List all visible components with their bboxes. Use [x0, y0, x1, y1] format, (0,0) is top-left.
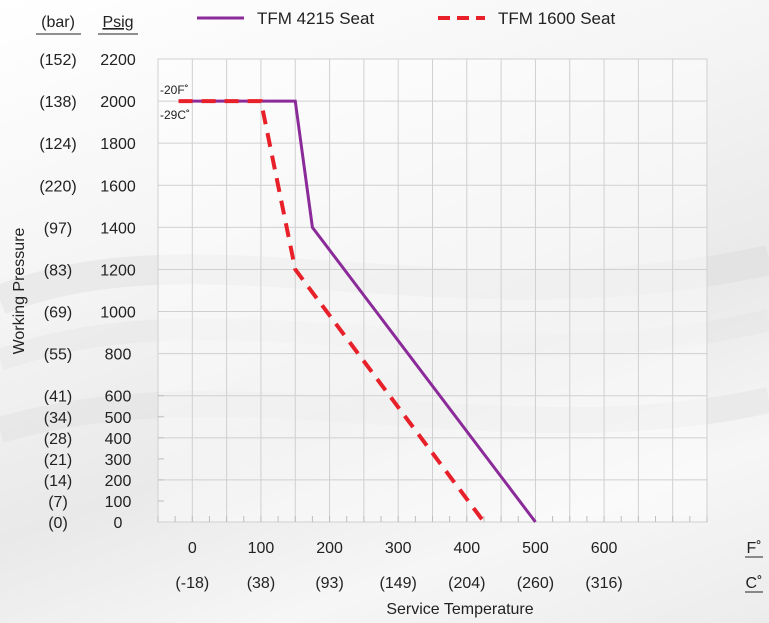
y-tick-bar-label: (55): [44, 347, 72, 364]
y-tick-psig-label: 800: [105, 347, 132, 364]
y-tick-bar-label: (34): [44, 410, 72, 427]
y-tick-bar-label: (220): [39, 178, 76, 195]
x-tick-c-label: (-18): [175, 575, 209, 592]
y-tick-bar-label: (41): [44, 389, 72, 406]
y-tick-psig-label: 500: [105, 410, 132, 427]
y-tick-psig-label: 600: [105, 389, 132, 406]
y-tick-psig-label: 1800: [100, 136, 136, 153]
y-tick-psig-label: 1200: [100, 262, 136, 279]
x-unit-f: F˚: [746, 540, 761, 557]
x-tick-f-label: 0: [188, 540, 197, 557]
y-header-psig: Psig: [102, 14, 133, 31]
y-tick-bar-label: (152): [39, 52, 76, 69]
y-tick-bar-label: (83): [44, 262, 72, 279]
x-tick-c-label: (149): [380, 575, 417, 592]
legend: TFM 4215 Seat TFM 1600 Seat: [197, 9, 615, 28]
x-tick-c-label: (93): [315, 575, 343, 592]
y-tick-psig-label: 1600: [100, 178, 136, 195]
y-tick-labels: (152) 2200(138) 2000(124) 1800(220) 1600(97)…: [39, 52, 136, 532]
y-tick-psig-label: 400: [105, 431, 132, 448]
background-waves: [0, 245, 769, 443]
x-tick-c-label: (260): [517, 575, 554, 592]
minor-ticks: [157, 395, 708, 522]
x-tick-f-label: 400: [453, 540, 480, 557]
y-header-bar: (bar): [41, 14, 75, 31]
series-lines: [178, 99, 537, 524]
y-tick-psig-label: 100: [105, 494, 132, 511]
series-line-2: [178, 99, 486, 524]
y-tick-psig-label: 2200: [100, 52, 136, 69]
y-tick-psig-label: 300: [105, 452, 132, 469]
x-tick-labels: 0 (-18) 100 (38) 200 (93) 300 (149) 400 (204) 500 (…: [175, 540, 622, 592]
x-tick-f-label: 200: [316, 540, 343, 557]
y-tick-bar-label: (28): [44, 431, 72, 448]
y-tick-psig-label: 1400: [100, 220, 136, 237]
y-tick-psig-label: 2000: [100, 94, 136, 111]
annotation-label: -29C˚: [160, 108, 190, 122]
x-tick-f-label: 600: [591, 540, 618, 557]
legend-label-1: TFM 4215 Seat: [257, 9, 374, 28]
y-tick-bar-label: (138): [39, 94, 76, 111]
x-axis-label: Service Temperature: [386, 601, 533, 618]
y-tick-bar-label: (0): [48, 515, 68, 532]
annotation-label: -20F˚: [160, 83, 189, 97]
y-tick-bar-label: (124): [39, 136, 76, 153]
x-tick-f-label: 100: [248, 540, 275, 557]
annotations: -20F˚ -29C˚: [160, 83, 190, 122]
y-axis-label: Working Pressure: [11, 227, 28, 354]
x-tick-c-label: (38): [247, 575, 275, 592]
x-tick-f-label: 300: [385, 540, 412, 557]
x-tick-c-label: (204): [448, 575, 485, 592]
y-tick-bar-label: (69): [44, 305, 72, 322]
y-tick-bar-label: (97): [44, 220, 72, 237]
x-tick-c-label: (316): [585, 575, 622, 592]
x-unit-c: C˚: [746, 575, 763, 592]
y-tick-psig-label: 0: [114, 515, 123, 532]
y-tick-psig-label: 1000: [100, 305, 136, 322]
y-tick-bar-label: (21): [44, 452, 72, 469]
y-tick-psig-label: 200: [105, 473, 132, 490]
grid-lines: [157, 58, 708, 523]
legend-label-2: TFM 1600 Seat: [498, 9, 615, 28]
y-tick-bar-label: (14): [44, 473, 72, 490]
x-tick-f-label: 500: [522, 540, 549, 557]
y-tick-bar-label: (7): [48, 494, 68, 511]
